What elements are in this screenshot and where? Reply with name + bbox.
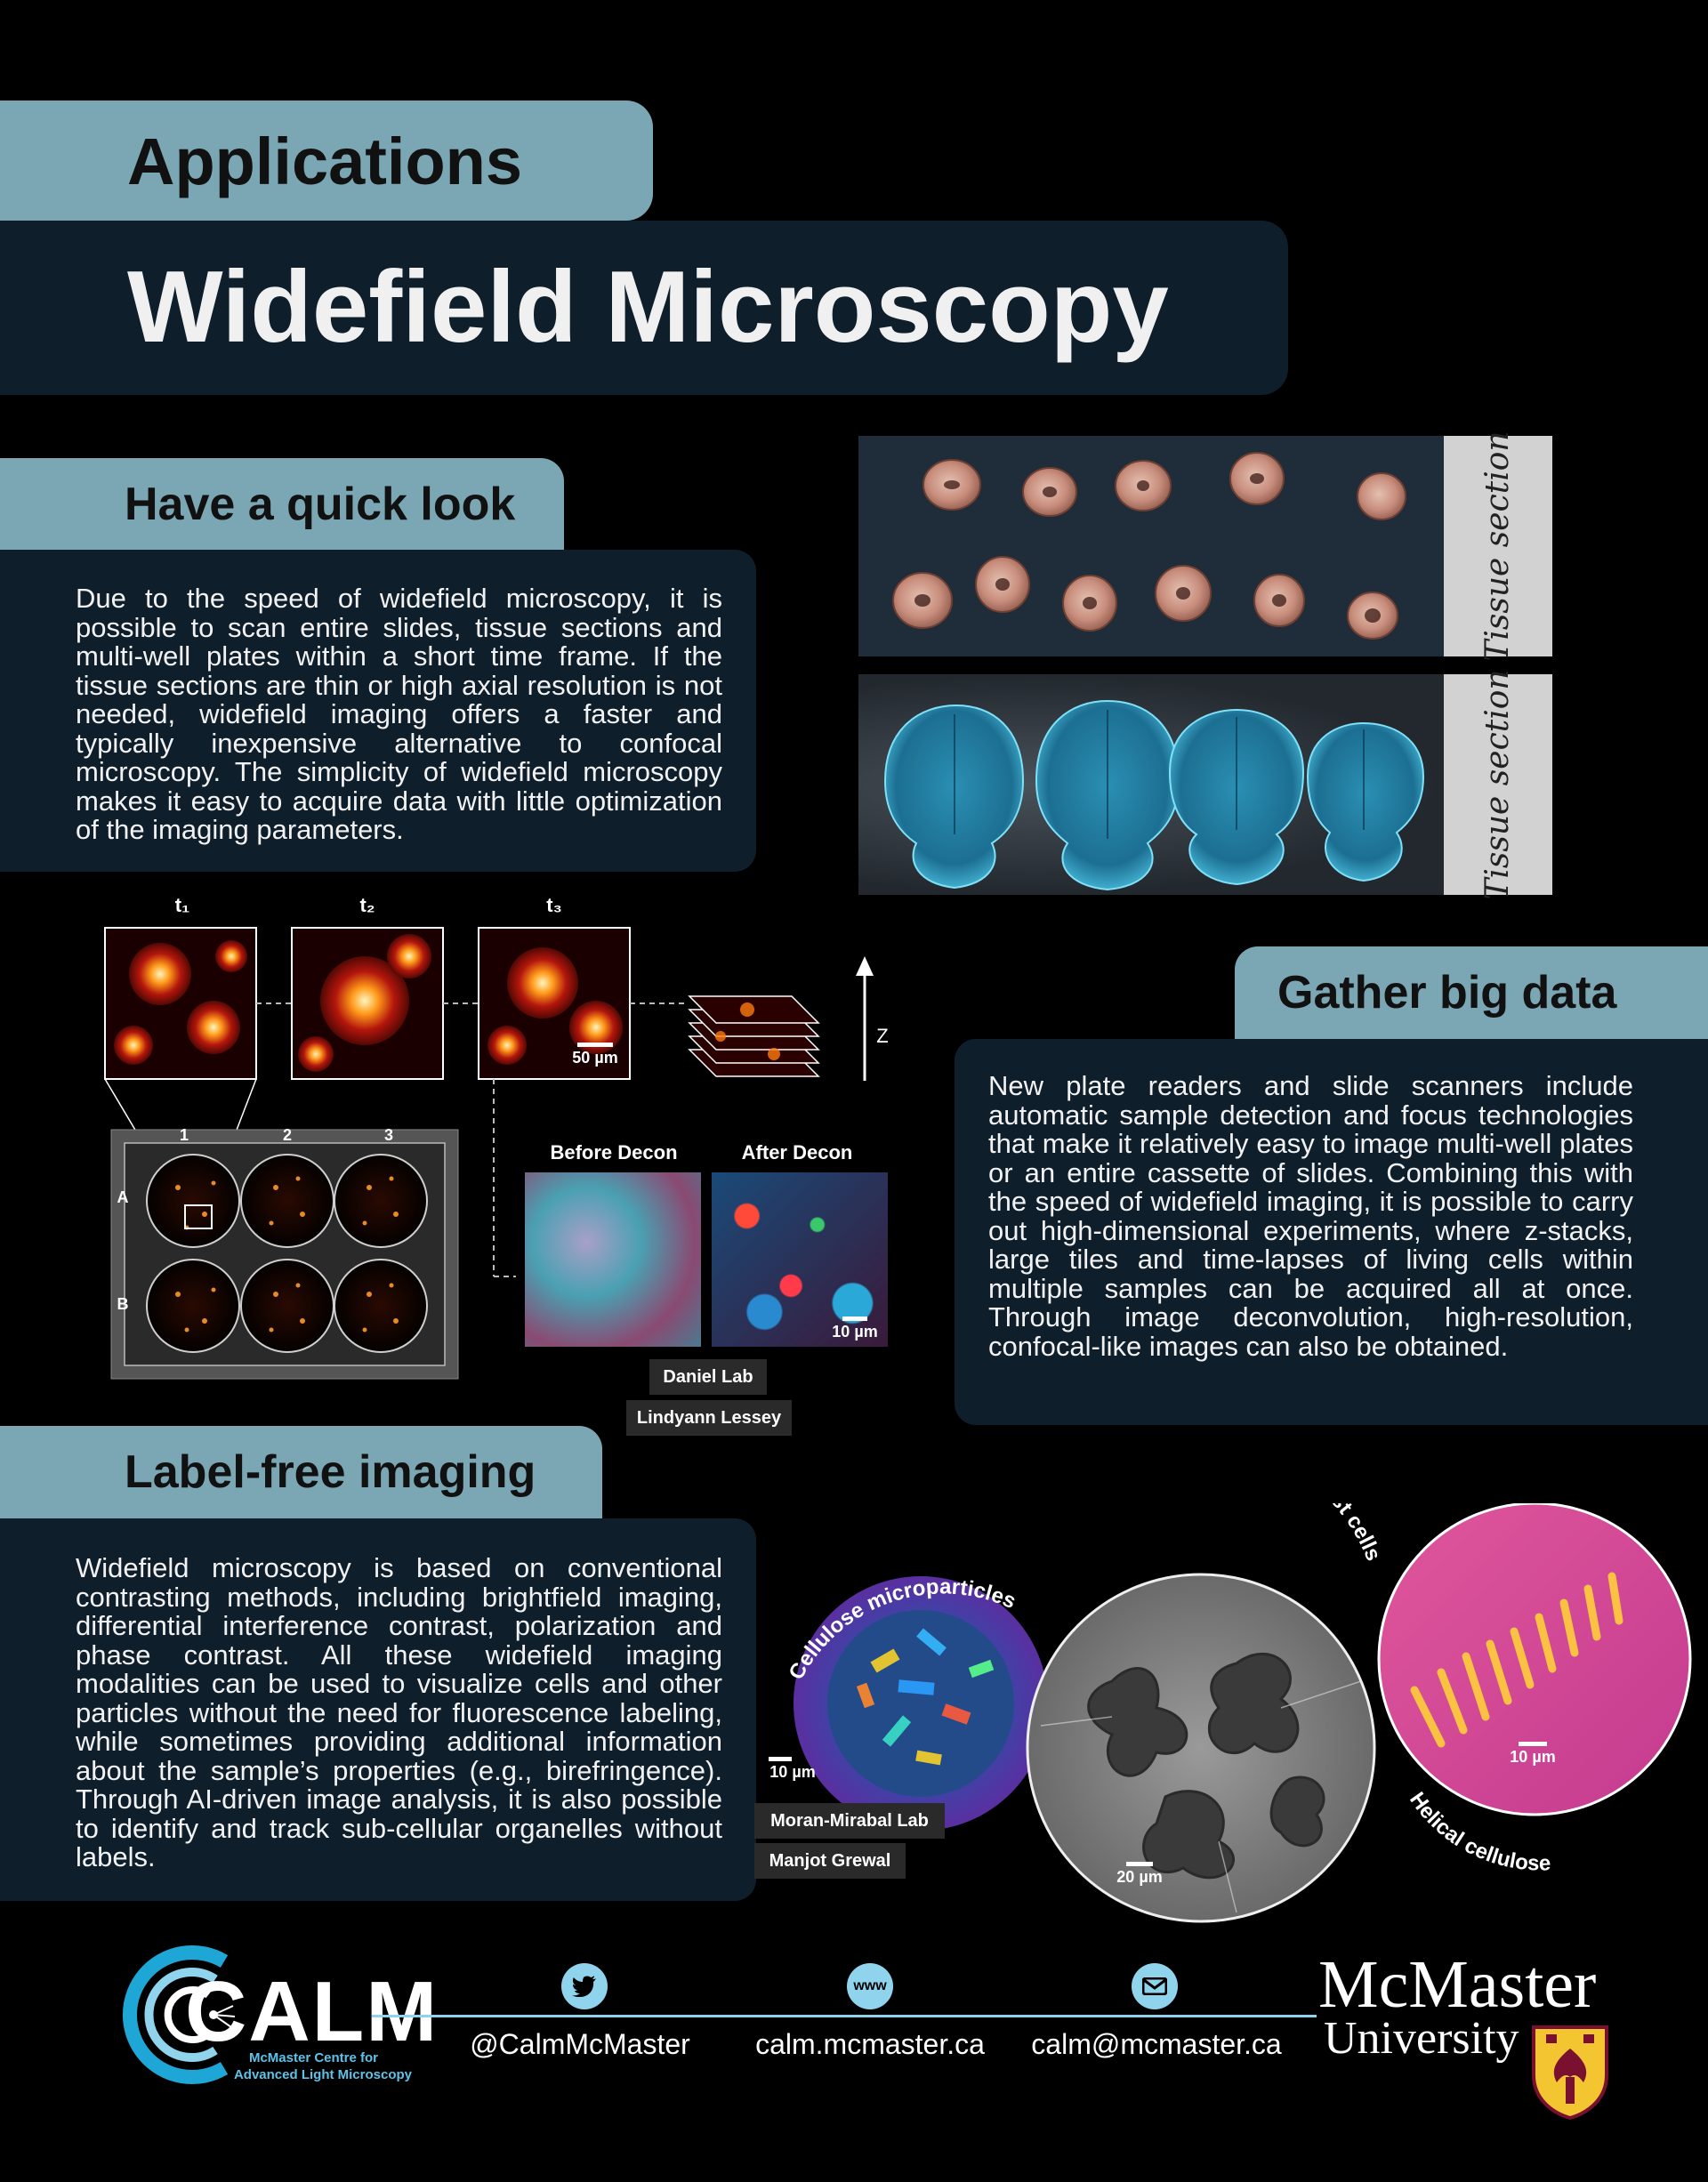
decon-credit-person: Lindyann Lessey — [626, 1400, 792, 1436]
label-free-panel: Widefield microscopy is based on convent… — [0, 1518, 756, 1901]
email-icon[interactable] — [1132, 1963, 1178, 2009]
svg-text:3T3 fibroblast cells: 3T3 fibroblast cells — [1223, 1503, 1385, 1565]
plate-col-2: 2 — [282, 1126, 292, 1144]
header-category-tab: Applications — [0, 101, 653, 221]
tissue-sections-brightfield — [892, 452, 1406, 640]
brain-sections-fluorescence — [883, 699, 1425, 891]
decon-credit-lab: Daniel Lab — [649, 1359, 767, 1395]
tissue-fluorescence-image — [858, 674, 1444, 895]
twitter-icon[interactable] — [561, 1963, 608, 2009]
label-free-credit-lab: Moran-Mirabal Lab — [754, 1803, 945, 1839]
email-link[interactable]: calm@mcmaster.ca — [1031, 2028, 1282, 2060]
calm-logo-sub1: McMaster Centre for — [248, 2050, 379, 2065]
university-crest-icon — [1532, 2025, 1608, 2121]
university-name-2: University — [1324, 2013, 1519, 2064]
calm-logo-text: CALM — [185, 1964, 439, 2059]
time-label-t2: t₂ — [359, 894, 375, 916]
fibroblast-label: 3T3 fibroblast cells — [1223, 1503, 1385, 1565]
big-data-text: New plate readers and slide scanners inc… — [988, 1070, 1633, 1362]
plate-col-1: 1 — [179, 1126, 189, 1144]
tissue-brightfield-image — [858, 436, 1444, 656]
label-free-heading-tab: Label-free imaging — [0, 1426, 602, 1518]
university-name-1: McMaster — [1318, 1947, 1597, 2022]
big-data-heading: Gather big data — [1277, 967, 1617, 1019]
decon-scale: 10 µm — [826, 1316, 884, 1341]
plate-col-3: 3 — [383, 1126, 393, 1144]
frame-t2 — [291, 927, 444, 1080]
timelapse-scale: 50 µm — [566, 1043, 624, 1067]
helical-scale: 10 µm — [1503, 1742, 1562, 1767]
fibroblast-scale: 20 µm — [1110, 1862, 1169, 1887]
plate-row-b: B — [117, 1295, 129, 1313]
time-label-t3: t₃ — [546, 894, 562, 916]
before-decon-image — [525, 1172, 701, 1347]
cellulose-scale: 10 µm — [763, 1757, 822, 1782]
page-title: Widefield Microscopy — [127, 251, 1169, 364]
after-decon-label: After Decon — [741, 1141, 853, 1163]
header-category: Applications — [127, 125, 523, 198]
calm-logo-mark — [123, 1945, 236, 2084]
calm-logo-sub2: Advanced Light Microscopy — [233, 2067, 413, 2082]
label-free-text: Widefield microscopy is based on convent… — [76, 1552, 722, 1872]
label-free-micrographs: Cellulose microparticles 3T3 fibroblast … — [785, 1503, 1692, 1923]
twitter-link[interactable]: @CalmMcMaster — [470, 2028, 690, 2060]
big-data-panel: New plate readers and slide scanners inc… — [955, 1039, 1708, 1425]
tissue-label-bottom: Tissue section — [1444, 669, 1552, 900]
website-icon[interactable]: www — [847, 1963, 893, 2009]
website-link[interactable]: calm.mcmaster.ca — [755, 2028, 985, 2060]
time-label-t1: t₁ — [174, 894, 190, 916]
plate-row-a: A — [117, 1188, 129, 1206]
footer-divider — [372, 2015, 1317, 2017]
label-free-credit-person: Manjot Grewal — [754, 1843, 906, 1879]
z-axis-label: Z — [876, 1025, 889, 1047]
quick-look-panel: Due to the speed of widefield microscopy… — [0, 550, 756, 872]
frame-t3 — [478, 927, 631, 1080]
quick-look-heading: Have a quick look — [125, 478, 516, 530]
timelapse-figure — [104, 927, 874, 1380]
quick-look-text: Due to the speed of widefield microscopy… — [76, 583, 722, 845]
before-decon-label: Before Decon — [550, 1141, 678, 1163]
quick-look-heading-tab: Have a quick look — [0, 458, 564, 550]
frame-t1 — [104, 927, 257, 1080]
tissue-label-top: Tissue section — [1444, 431, 1552, 662]
label-free-heading: Label-free imaging — [125, 1446, 536, 1498]
header-title-tab: Widefield Microscopy — [0, 221, 1288, 395]
big-data-heading-tab: Gather big data — [1235, 946, 1708, 1039]
